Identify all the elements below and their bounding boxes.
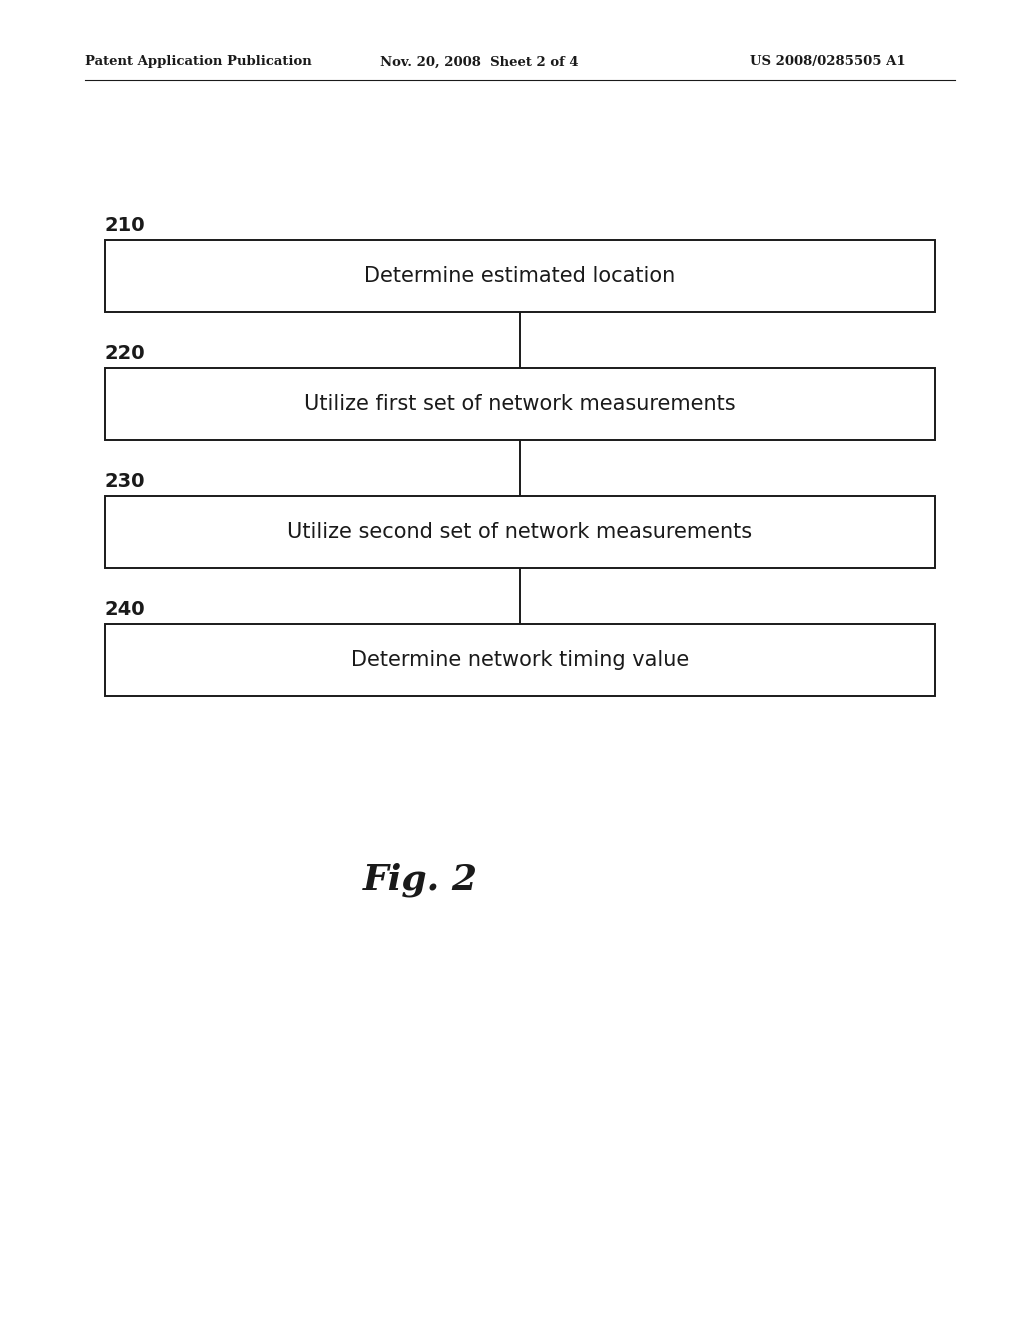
Text: Fig. 2: Fig. 2 [362,863,477,898]
Text: US 2008/0285505 A1: US 2008/0285505 A1 [750,55,905,69]
Text: Utilize second set of network measurements: Utilize second set of network measuremen… [288,521,753,543]
Bar [105,368,935,440]
Bar [105,240,935,312]
Text: 220: 220 [105,345,145,363]
Text: Determine network timing value: Determine network timing value [351,649,689,671]
Text: Utilize first set of network measurements: Utilize first set of network measurement… [304,393,736,414]
Text: 240: 240 [105,601,145,619]
Text: Nov. 20, 2008  Sheet 2 of 4: Nov. 20, 2008 Sheet 2 of 4 [380,55,579,69]
Bar [105,496,935,568]
Text: Determine estimated location: Determine estimated location [365,267,676,286]
Bar [105,624,935,696]
Text: 230: 230 [105,473,145,491]
Text: Patent Application Publication: Patent Application Publication [85,55,311,69]
Text: 210: 210 [105,216,145,235]
